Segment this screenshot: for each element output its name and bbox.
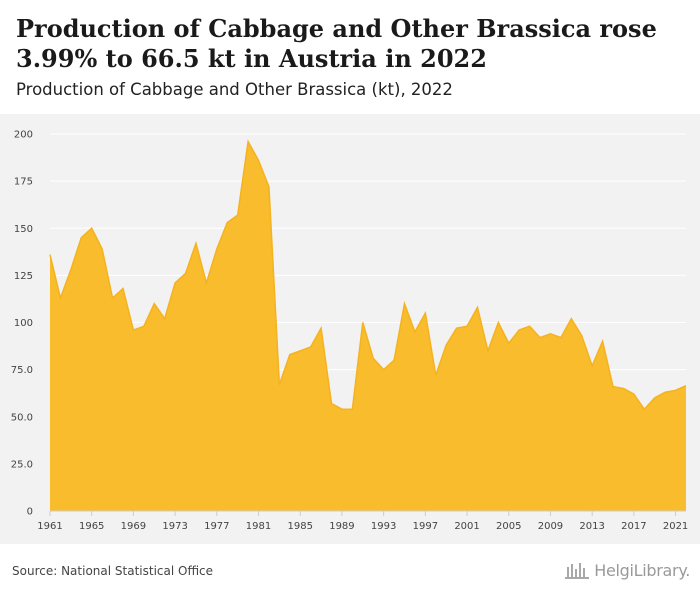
y-axis: 0 25.0 50.0 75.0 100 125 150 175 200	[11, 130, 33, 518]
brand-name: HelgiLibrary.	[594, 560, 690, 580]
x-tick-label: 2005	[496, 521, 521, 532]
x-tick-label: 1965	[79, 521, 104, 532]
area-line	[49, 139, 687, 411]
y-tick-label: 25.0	[11, 459, 33, 470]
area-fill	[50, 141, 686, 511]
x-tick-label: 1989	[329, 521, 354, 532]
brand-logo: HelgiLibrary.	[564, 560, 690, 580]
chart-header: Production of Cabbage and Other Brassica…	[0, 0, 700, 114]
x-tick-label: 1973	[162, 521, 187, 532]
y-tick-label: 75.0	[11, 365, 33, 376]
y-tick-label: 0	[27, 507, 33, 518]
x-axis: 1961 1965 1969 1973 1977 1981 1985 1989 1993 1997…	[37, 510, 688, 532]
x-tick-label: 1961	[37, 521, 62, 532]
x-tick-label: 1969	[121, 521, 146, 532]
x-tick-label: 2021	[663, 521, 688, 532]
x-tick-label: 2013	[579, 521, 604, 532]
x-tick-label: 2001	[454, 521, 479, 532]
y-tick-label: 175	[14, 177, 33, 188]
y-tick-label: 200	[14, 130, 33, 141]
source-note: Source: National Statistical Office	[12, 564, 214, 578]
area-series	[49, 139, 687, 511]
x-tick-label: 1993	[371, 521, 396, 532]
x-tick-label: 1981	[246, 521, 271, 532]
y-tick-label: 100	[14, 318, 33, 329]
x-tick-label: 1997	[413, 521, 438, 532]
y-tick-label: 50.0	[11, 412, 33, 423]
chart-subtitle: Production of Cabbage and Other Brassica…	[16, 80, 453, 99]
x-tick-label: 1977	[204, 521, 229, 532]
x-tick-label: 1985	[288, 521, 313, 532]
y-tick-label: 125	[14, 271, 33, 282]
x-tick-label: 2017	[621, 521, 646, 532]
chart-title: Production of Cabbage and Other Brassica…	[16, 14, 657, 73]
x-tick-label: 2009	[538, 521, 563, 532]
y-tick-label: 150	[14, 224, 33, 235]
library-building-icon	[565, 563, 590, 579]
